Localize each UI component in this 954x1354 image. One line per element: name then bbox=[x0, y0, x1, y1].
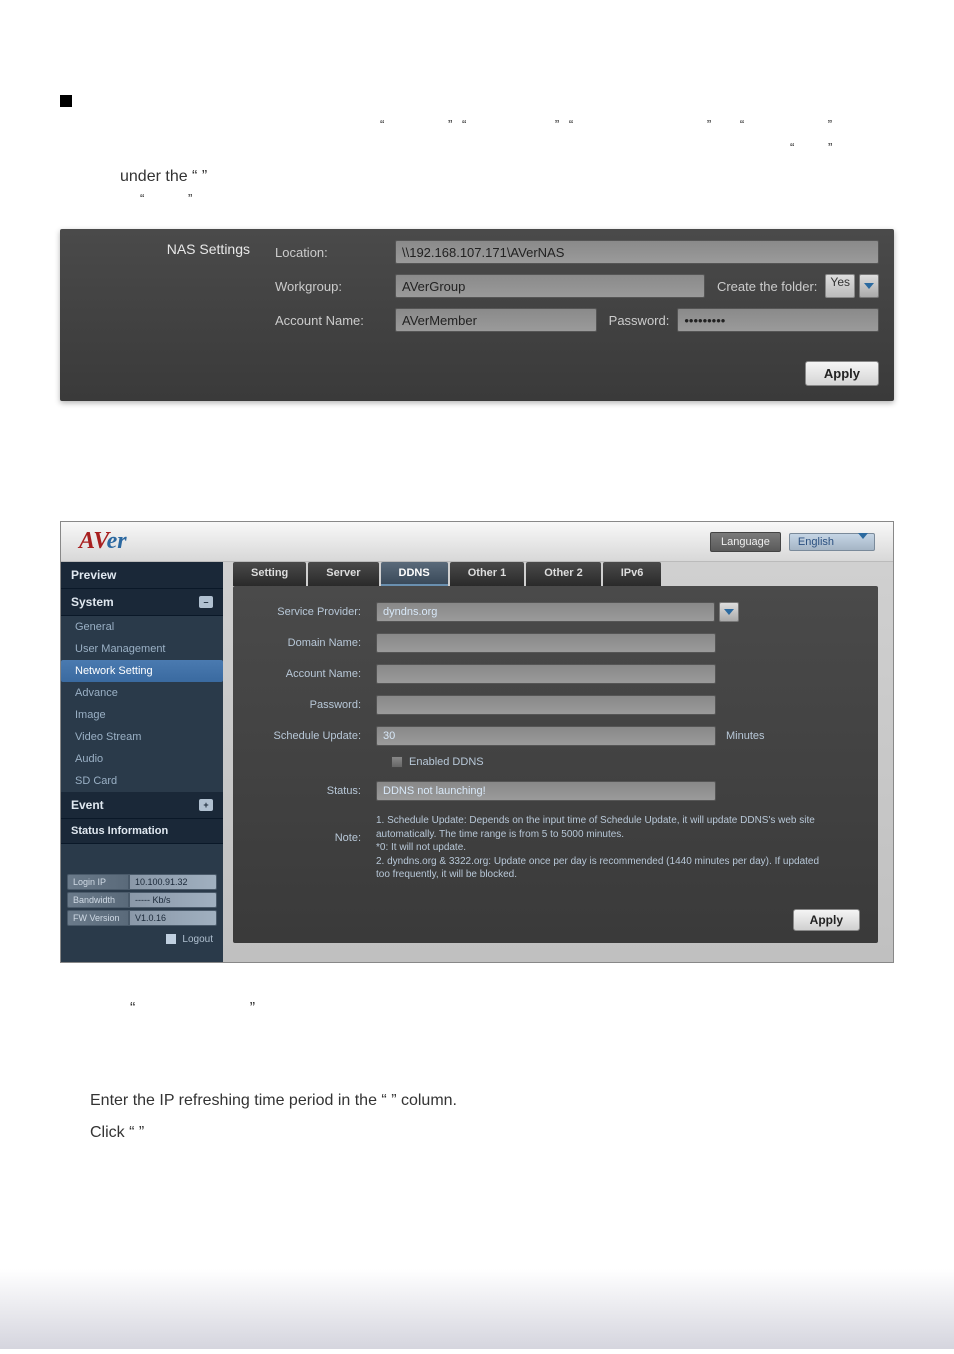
nas-password-label: Password: bbox=[609, 313, 670, 328]
ddns-account-name-input[interactable] bbox=[376, 664, 716, 684]
service-provider-label: Service Provider: bbox=[251, 606, 376, 618]
status-value bbox=[376, 781, 716, 801]
sidebar-status-information[interactable]: Status Information bbox=[61, 819, 223, 844]
location-label: Location: bbox=[275, 245, 395, 260]
quote-marks-row-2: “ ” bbox=[140, 191, 954, 209]
footer-gradient bbox=[0, 1269, 954, 1349]
note-label: Note: bbox=[251, 814, 376, 844]
ddns-apply-button[interactable]: Apply bbox=[793, 909, 860, 931]
domain-name-label: Domain Name: bbox=[251, 637, 376, 649]
sidebar-item-advance[interactable]: Advance bbox=[61, 682, 223, 704]
aver-main-panel: AVer Language English Preview System – G… bbox=[60, 521, 894, 963]
logout-row[interactable]: Logout bbox=[61, 930, 223, 949]
service-provider-dropdown-icon[interactable] bbox=[719, 602, 739, 622]
sidebar: Preview System – General User Management… bbox=[61, 562, 223, 962]
language-label: Language bbox=[710, 532, 781, 552]
expand-icon[interactable]: + bbox=[199, 799, 213, 811]
instruction-text: “ ” Enter the IP refreshing time period … bbox=[90, 993, 954, 1149]
sidebar-item-image[interactable]: Image bbox=[61, 704, 223, 726]
sidebar-item-user-management[interactable]: User Management bbox=[61, 638, 223, 660]
note-text: 1. Schedule Update: Depends on the input… bbox=[376, 814, 860, 882]
location-input[interactable] bbox=[395, 240, 879, 264]
create-folder-select[interactable]: Yes bbox=[825, 274, 855, 298]
quote-marks-row-1: “ ” “ ” “ ” “ ” bbox=[90, 117, 954, 135]
tab-setting[interactable]: Setting bbox=[233, 562, 306, 586]
enabled-ddns-checkbox[interactable] bbox=[391, 756, 403, 768]
create-folder-dropdown-icon[interactable] bbox=[859, 274, 879, 298]
info-bandwidth: Bandwidth ----- Kb/s bbox=[67, 892, 217, 908]
account-name-label: Account Name: bbox=[275, 313, 395, 328]
tab-bar: Setting Server DDNS Other 1 Other 2 IPv6 bbox=[233, 562, 893, 586]
status-info-box: Login IP 10.100.91.32 Bandwidth ----- Kb… bbox=[67, 874, 217, 926]
tab-other2[interactable]: Other 2 bbox=[526, 562, 601, 586]
info-fw-version: FW Version V1.0.16 bbox=[67, 910, 217, 926]
ddns-form-panel: Service Provider: Domain Name: Account N… bbox=[233, 586, 878, 943]
sidebar-preview[interactable]: Preview bbox=[61, 562, 223, 589]
ddns-password-input[interactable] bbox=[376, 695, 716, 715]
workgroup-label: Workgroup: bbox=[275, 279, 395, 294]
sidebar-item-sd-card[interactable]: SD Card bbox=[61, 770, 223, 792]
nas-password-input[interactable] bbox=[677, 308, 879, 332]
nas-title: NAS Settings bbox=[60, 229, 265, 401]
domain-name-input[interactable] bbox=[376, 633, 716, 653]
ddns-account-name-label: Account Name: bbox=[251, 668, 376, 680]
tab-ipv6[interactable]: IPv6 bbox=[603, 562, 662, 586]
quote-marks-row-1b: “ ” bbox=[90, 140, 954, 158]
language-select[interactable]: English bbox=[789, 533, 875, 551]
sidebar-item-audio[interactable]: Audio bbox=[61, 748, 223, 770]
schedule-update-input[interactable] bbox=[376, 726, 716, 746]
top-bar: AVer Language English bbox=[61, 522, 893, 562]
create-folder-label: Create the folder: bbox=[717, 279, 817, 294]
status-label: Status: bbox=[251, 785, 376, 797]
aver-logo: AVer bbox=[79, 528, 127, 555]
schedule-update-label: Schedule Update: bbox=[251, 730, 376, 742]
enabled-ddns-label: Enabled DDNS bbox=[409, 756, 484, 768]
bullet-square bbox=[60, 95, 72, 107]
main-content: Setting Server DDNS Other 1 Other 2 IPv6… bbox=[223, 562, 893, 962]
schedule-update-unit: Minutes bbox=[726, 730, 765, 742]
nas-apply-button[interactable]: Apply bbox=[805, 361, 879, 386]
account-name-input[interactable] bbox=[395, 308, 597, 332]
service-provider-select[interactable] bbox=[376, 602, 715, 622]
sidebar-item-video-stream[interactable]: Video Stream bbox=[61, 726, 223, 748]
tab-ddns[interactable]: DDNS bbox=[381, 562, 448, 586]
tab-other1[interactable]: Other 1 bbox=[450, 562, 525, 586]
ddns-password-label: Password: bbox=[251, 699, 376, 711]
sidebar-item-general[interactable]: General bbox=[61, 616, 223, 638]
user-icon bbox=[166, 934, 176, 944]
tab-server[interactable]: Server bbox=[308, 562, 378, 586]
intro-text: under the “ ” bbox=[120, 168, 954, 186]
sidebar-system[interactable]: System – bbox=[61, 589, 223, 616]
collapse-icon[interactable]: – bbox=[199, 596, 213, 608]
workgroup-input[interactable] bbox=[395, 274, 705, 298]
sidebar-item-network-setting[interactable]: Network Setting bbox=[61, 660, 223, 682]
chevron-down-icon bbox=[858, 539, 868, 551]
info-login-ip: Login IP 10.100.91.32 bbox=[67, 874, 217, 890]
nas-settings-panel: NAS Settings Location: Workgroup: Create… bbox=[60, 229, 894, 401]
sidebar-event[interactable]: Event + bbox=[61, 792, 223, 819]
